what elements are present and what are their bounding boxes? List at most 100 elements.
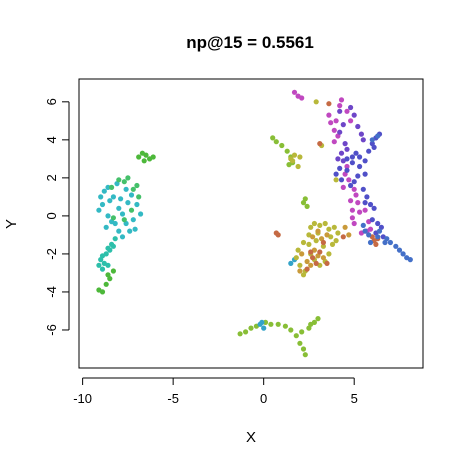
- scatter-point: [109, 184, 115, 190]
- scatter-point: [293, 333, 299, 339]
- x-tick-label: -10: [73, 391, 92, 406]
- scatter-point: [355, 173, 361, 179]
- scatter-point: [112, 236, 118, 242]
- scatter-point: [375, 133, 381, 139]
- scatter-point: [308, 321, 314, 327]
- scatter-point: [98, 194, 104, 200]
- scatter-point: [349, 207, 355, 213]
- scatter-point: [344, 163, 350, 170]
- scatter-point: [99, 266, 106, 272]
- scatter-point: [373, 241, 379, 247]
- scatter-point: [324, 260, 330, 266]
- scatter-point: [355, 123, 361, 130]
- scatter-point: [320, 239, 326, 246]
- scatter-point: [308, 249, 314, 255]
- scatter-point: [150, 154, 156, 160]
- scatter-point: [362, 171, 368, 177]
- scatter-point: [127, 228, 133, 234]
- y-tick-label: 2: [44, 174, 59, 181]
- scatter-point: [393, 243, 399, 249]
- scatter-point: [337, 108, 343, 114]
- scatter-point: [99, 253, 106, 259]
- scatter-point: [326, 251, 332, 257]
- scatter-point: [351, 186, 357, 192]
- scatter-point: [302, 352, 308, 358]
- scatter-point: [257, 321, 263, 327]
- scatter-point: [138, 211, 144, 217]
- scatter-point: [110, 194, 116, 200]
- scatter-point: [349, 154, 355, 160]
- scatter-point: [300, 239, 307, 246]
- scatter-point: [134, 182, 140, 189]
- scatter-point: [116, 177, 122, 183]
- scatter-point: [322, 220, 328, 227]
- scatter-point: [112, 220, 118, 227]
- scatter-point: [366, 232, 372, 238]
- scatter-point: [407, 257, 413, 263]
- scatter-point: [128, 192, 135, 198]
- scatter-point: [291, 89, 298, 95]
- scatter-point: [237, 331, 243, 337]
- scatter-point: [357, 209, 363, 215]
- scatter-point: [382, 239, 388, 246]
- scatter-point: [331, 127, 337, 133]
- scatter-point: [99, 201, 106, 208]
- scatter-point: [310, 234, 316, 240]
- scatter-point: [351, 112, 357, 118]
- scatter-point: [297, 340, 303, 346]
- scatter-point: [295, 163, 301, 170]
- x-tick-label: -5: [167, 391, 179, 406]
- scatter-point: [295, 247, 301, 253]
- scatter-point: [130, 217, 136, 223]
- scatter-point: [320, 243, 326, 249]
- scatter-point: [317, 222, 323, 228]
- scatter-point: [293, 255, 299, 261]
- scatter-point: [340, 184, 346, 190]
- scatter-point: [362, 200, 368, 206]
- scatter-point: [358, 131, 364, 137]
- scatter-point: [116, 205, 122, 211]
- scatter-point: [369, 217, 375, 223]
- scatter-point: [337, 129, 343, 135]
- chart-title: np@15 = 0.5561: [186, 33, 314, 52]
- scatter-point: [105, 245, 111, 251]
- scatter-point: [304, 203, 310, 209]
- scatter-point: [141, 158, 147, 164]
- scatter-point: [331, 224, 337, 230]
- y-tick-label: 6: [44, 98, 59, 105]
- scatter-point: [308, 224, 314, 230]
- scatter-point: [375, 234, 381, 240]
- scatter-point: [268, 321, 274, 327]
- scatter-point: [349, 160, 355, 166]
- scatter-point: [313, 238, 319, 244]
- scatter-point: [315, 316, 321, 322]
- scatter-point: [119, 234, 126, 240]
- scatter-point: [297, 154, 303, 160]
- scatter-point: [348, 198, 354, 204]
- scatter-point: [340, 234, 346, 240]
- scatter-point: [286, 162, 292, 168]
- scatter-point: [348, 182, 354, 189]
- scatter-point: [362, 207, 368, 213]
- scatter-point: [299, 251, 305, 257]
- scatter-point: [105, 184, 111, 190]
- scatter-point: [360, 222, 366, 228]
- scatter-point: [342, 141, 348, 147]
- scatter-point: [357, 163, 363, 170]
- scatter-point: [326, 112, 332, 118]
- y-axis-label: Y: [3, 219, 20, 229]
- scatter-point: [96, 287, 102, 293]
- scatter-point: [371, 144, 377, 150]
- scatter-point: [355, 200, 361, 206]
- scatter-point: [313, 99, 319, 105]
- scatter-point: [123, 186, 129, 192]
- scatter-point: [304, 266, 310, 272]
- scatter-point: [328, 120, 334, 126]
- scatter-point: [335, 156, 341, 162]
- scatter-point: [367, 239, 374, 246]
- x-axis: -10 -5 0 5: [73, 377, 358, 406]
- scatter-point: [297, 262, 303, 268]
- scatter-point: [367, 201, 374, 208]
- scatter-point: [338, 150, 345, 156]
- scatter-point: [344, 167, 350, 173]
